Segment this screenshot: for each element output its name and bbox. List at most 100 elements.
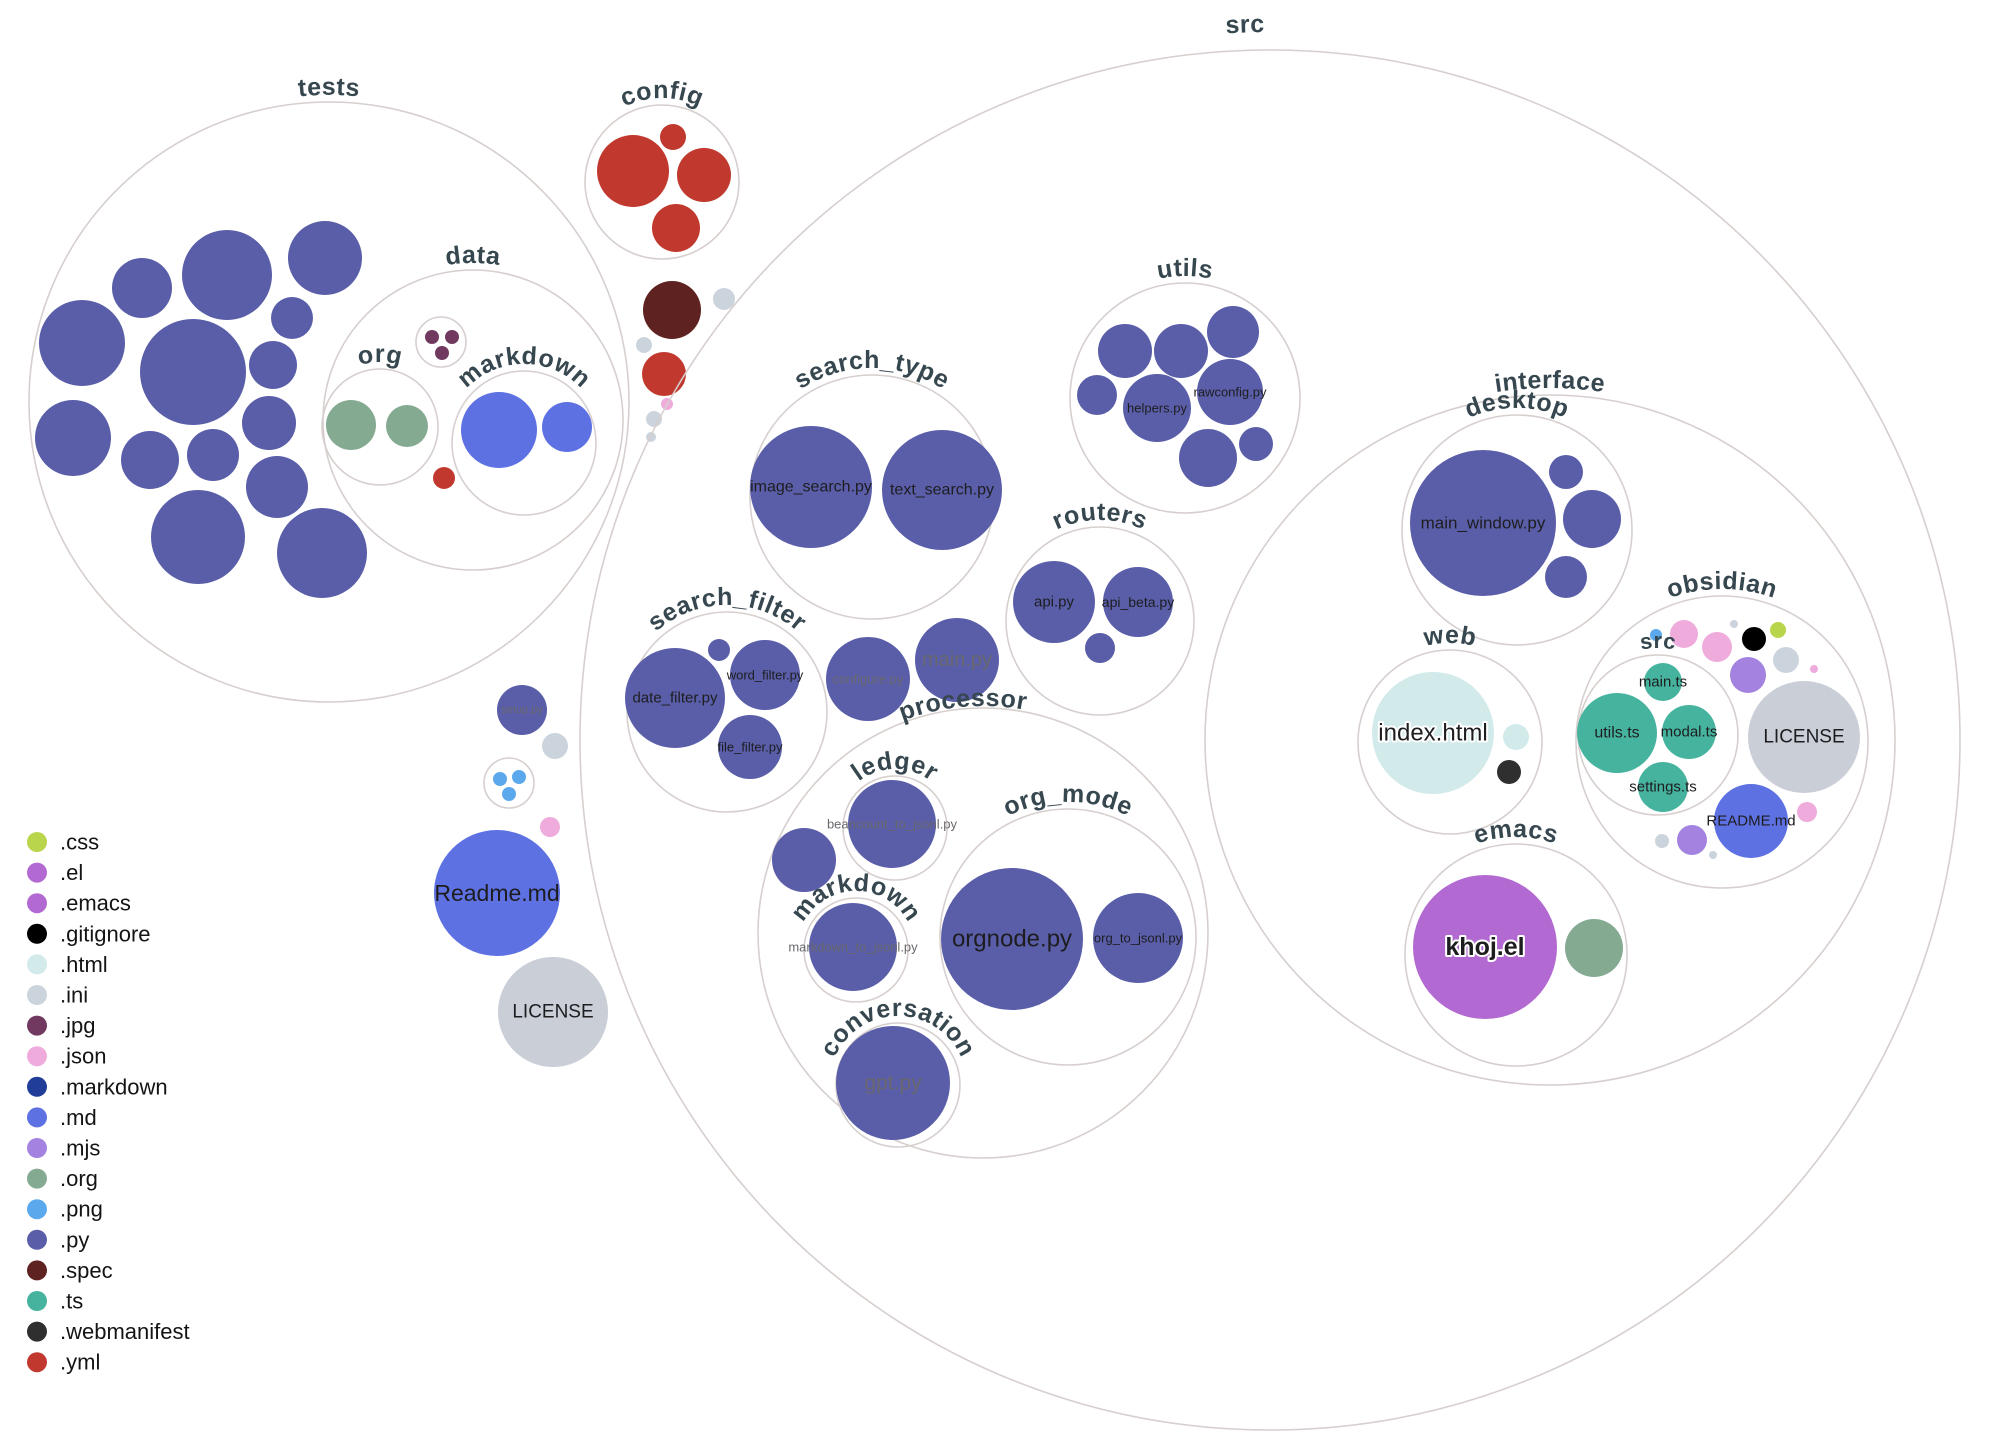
file-circle-json[interactable] <box>1670 620 1698 648</box>
file-circle-word_filter.py[interactable] <box>730 640 800 710</box>
file-circle-ini[interactable] <box>1773 647 1799 673</box>
dir-circle-conversation[interactable] <box>835 1022 961 1148</box>
file-circle-py[interactable] <box>121 431 179 489</box>
dir-circle-tests[interactable] <box>28 101 630 703</box>
dir-circle-org[interactable] <box>321 368 439 486</box>
file-circle-org_to_jsonl.py[interactable] <box>1093 893 1183 983</box>
file-circle-py[interactable] <box>271 297 313 339</box>
file-circle-py[interactable] <box>187 429 239 481</box>
file-circle-yml[interactable] <box>677 148 731 202</box>
file-circle-ini[interactable] <box>1709 851 1717 859</box>
file-circle-json[interactable] <box>1810 665 1818 673</box>
dir-circle-interface[interactable] <box>1204 394 1896 1086</box>
file-circle-py[interactable] <box>708 639 730 661</box>
dir-circle-utils[interactable] <box>1069 282 1301 514</box>
file-circle-py[interactable] <box>246 456 308 518</box>
file-circle-LICENSE[interactable] <box>1748 681 1860 793</box>
dir-circle-processor[interactable] <box>757 707 1209 1159</box>
file-circle-md[interactable] <box>542 402 592 452</box>
file-circle-yml[interactable] <box>597 135 669 207</box>
dir-circle-unnamed[interactable] <box>415 316 467 368</box>
file-circle-py[interactable] <box>277 508 367 598</box>
file-circle-py[interactable] <box>772 828 836 892</box>
file-circle-khoj.el[interactable] <box>1413 875 1557 1019</box>
file-circle-helpers.py[interactable] <box>1123 374 1191 442</box>
file-circle-py[interactable] <box>1085 633 1115 663</box>
file-circle-py[interactable] <box>182 230 272 320</box>
file-circle-py[interactable] <box>288 221 362 295</box>
file-circle-spec[interactable] <box>643 281 701 339</box>
file-circle-jpg[interactable] <box>435 346 449 360</box>
file-circle-gitignore[interactable] <box>1742 627 1766 651</box>
file-circle-jpg[interactable] <box>445 330 459 344</box>
dir-circle-routers[interactable] <box>1005 526 1195 716</box>
file-circle-yml[interactable] <box>642 352 686 396</box>
file-circle-py[interactable] <box>249 341 297 389</box>
file-circle-py[interactable] <box>140 319 246 425</box>
dir-circle-web[interactable] <box>1357 649 1543 835</box>
file-circle-json[interactable] <box>1797 802 1817 822</box>
dir-circle-emacs[interactable] <box>1404 843 1628 1067</box>
file-circle-markdown_to_jsonl.py[interactable] <box>809 903 897 991</box>
file-circle-mjs[interactable] <box>1677 825 1707 855</box>
file-circle-py[interactable] <box>242 396 296 450</box>
file-circle-image_search.py[interactable] <box>750 426 872 548</box>
file-circle-index.html[interactable] <box>1372 672 1494 794</box>
file-circle-py[interactable] <box>1179 429 1237 487</box>
file-circle-py[interactable] <box>1549 455 1583 489</box>
file-circle-api.py[interactable] <box>1013 561 1095 643</box>
file-circle-settings.ts[interactable] <box>1638 762 1688 812</box>
file-circle-py[interactable] <box>35 400 111 476</box>
file-circle-py[interactable] <box>1098 324 1152 378</box>
file-circle-LICENSE[interactable] <box>498 957 608 1067</box>
file-circle-setup.py[interactable] <box>497 685 547 735</box>
file-circle-py[interactable] <box>1563 490 1621 548</box>
file-circle-py[interactable] <box>1077 375 1117 415</box>
file-circle-yml[interactable] <box>652 204 700 252</box>
file-circle-orgnode.py[interactable] <box>941 868 1083 1010</box>
file-circle-main_window.py[interactable] <box>1410 450 1556 596</box>
dir-circle-desktop[interactable] <box>1401 414 1633 646</box>
file-circle-gpt.py[interactable] <box>836 1026 950 1140</box>
file-circle-png[interactable] <box>512 770 526 784</box>
file-circle-text_search.py[interactable] <box>882 430 1002 550</box>
file-circle-webmanifest[interactable] <box>1497 760 1521 784</box>
dir-circle-markdown[interactable] <box>803 897 909 1003</box>
file-circle-yml[interactable] <box>433 467 455 489</box>
dir-circle-config[interactable] <box>584 104 740 260</box>
file-circle-ini[interactable] <box>646 411 662 427</box>
file-circle-py[interactable] <box>1545 556 1587 598</box>
file-circle-Readme.md[interactable] <box>434 830 560 956</box>
dir-circle-unnamed[interactable] <box>483 757 535 809</box>
file-circle-png[interactable] <box>493 772 507 786</box>
file-circle-modal.ts[interactable] <box>1662 705 1716 759</box>
file-circle-ini[interactable] <box>1730 620 1738 628</box>
file-circle-file_filter.py[interactable] <box>718 715 782 779</box>
dir-circle-markdown[interactable] <box>451 370 597 516</box>
file-circle-beancount_to_jsonl.py[interactable] <box>848 780 936 868</box>
file-circle-ini[interactable] <box>713 288 735 310</box>
dir-circle-src[interactable] <box>579 49 1961 1431</box>
file-circle-date_filter.py[interactable] <box>625 648 725 748</box>
file-circle-configure.py[interactable] <box>826 637 910 721</box>
file-circle-yml[interactable] <box>660 124 686 150</box>
file-circle-py[interactable] <box>1207 306 1259 358</box>
file-circle-api_beta.py[interactable] <box>1103 567 1173 637</box>
file-circle-py[interactable] <box>1154 324 1208 378</box>
dir-circle-obsidian[interactable] <box>1575 595 1869 889</box>
file-circle-html[interactable] <box>1503 724 1529 750</box>
file-circle-utils.ts[interactable] <box>1577 693 1657 773</box>
file-circle-py[interactable] <box>151 490 245 584</box>
file-circle-main.ts[interactable] <box>1644 663 1682 701</box>
file-circle-main.py[interactable] <box>915 618 999 702</box>
file-circle-png[interactable] <box>1650 629 1662 641</box>
file-circle-png[interactable] <box>502 787 516 801</box>
file-circle-mjs[interactable] <box>1730 657 1766 693</box>
file-circle-py[interactable] <box>39 300 125 386</box>
file-circle-org[interactable] <box>386 405 428 447</box>
dir-circle-org_mode[interactable] <box>939 808 1197 1066</box>
file-circle-rawconfig.py[interactable] <box>1197 359 1263 425</box>
file-circle-json[interactable] <box>1702 632 1732 662</box>
file-circle-py[interactable] <box>112 258 172 318</box>
file-circle-org[interactable] <box>1565 919 1623 977</box>
